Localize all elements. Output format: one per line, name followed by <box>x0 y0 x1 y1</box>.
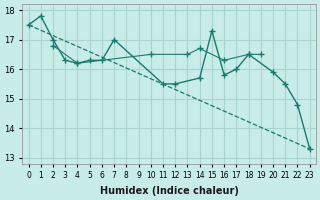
X-axis label: Humidex (Indice chaleur): Humidex (Indice chaleur) <box>100 186 239 196</box>
